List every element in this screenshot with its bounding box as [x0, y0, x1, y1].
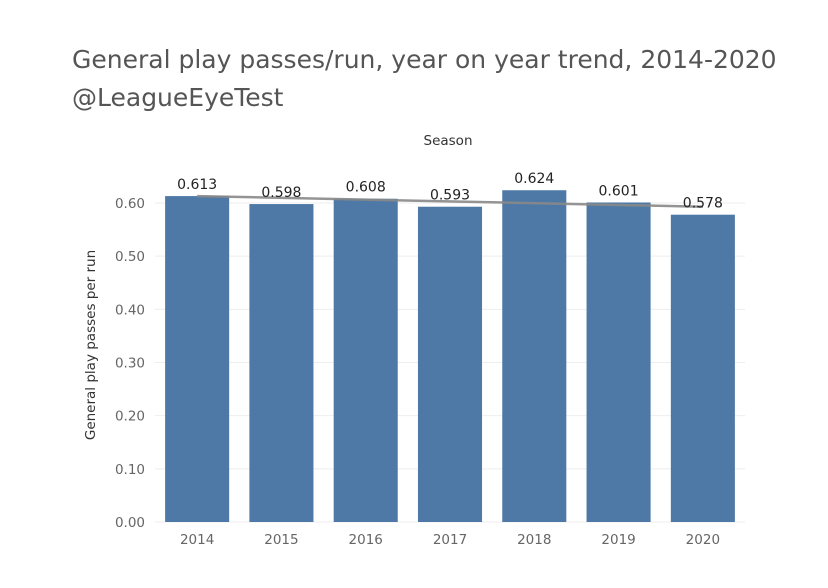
data-label: 0.601	[599, 183, 639, 199]
chart-title: General play passes/run, year on year tr…	[72, 45, 777, 74]
y-tick-label: 0.00	[115, 515, 145, 531]
bar	[502, 190, 567, 523]
data-labels-layer: 0.613 0.598 0.608 0.593 0.624 0.601 0.578	[177, 171, 723, 211]
column-header: Season	[424, 133, 473, 149]
y-tick-label: 0.50	[115, 249, 145, 265]
data-label: 0.593	[430, 188, 470, 204]
bar	[670, 214, 735, 523]
x-tick-label: 2020	[686, 532, 720, 548]
y-tick-label: 0.60	[115, 196, 145, 212]
data-label: 0.598	[261, 185, 301, 201]
chart-subtitle: @LeagueEyeTest	[72, 83, 284, 112]
y-tick-label: 0.40	[115, 302, 145, 318]
trend-line	[197, 194, 703, 208]
y-axis-label: General play passes per run	[83, 250, 99, 440]
bar	[586, 202, 651, 523]
data-label: 0.624	[514, 171, 554, 187]
x-tick-label: 2019	[601, 532, 635, 548]
bar	[333, 198, 398, 522]
ticks-layer: 0.00 0.10 0.20 0.30 0.40 0.50 0.60 2014 2015 2016…	[115, 196, 720, 548]
bars-layer	[165, 190, 735, 523]
bar	[249, 204, 314, 522]
data-label: 0.578	[683, 196, 723, 212]
y-tick-label: 0.10	[115, 462, 145, 478]
x-tick-label: 2016	[349, 532, 383, 548]
y-tick-label: 0.20	[115, 409, 145, 425]
y-tick-label: 0.30	[115, 356, 145, 372]
bar	[417, 206, 483, 522]
x-tick-label: 2015	[264, 532, 298, 548]
x-tick-label: 2017	[433, 532, 467, 548]
trend-layer	[197, 194, 703, 208]
data-label: 0.608	[346, 180, 386, 196]
x-tick-label: 2014	[180, 532, 214, 548]
data-label: 0.613	[177, 177, 217, 193]
x-tick-label: 2018	[517, 532, 551, 548]
bar	[165, 196, 230, 523]
